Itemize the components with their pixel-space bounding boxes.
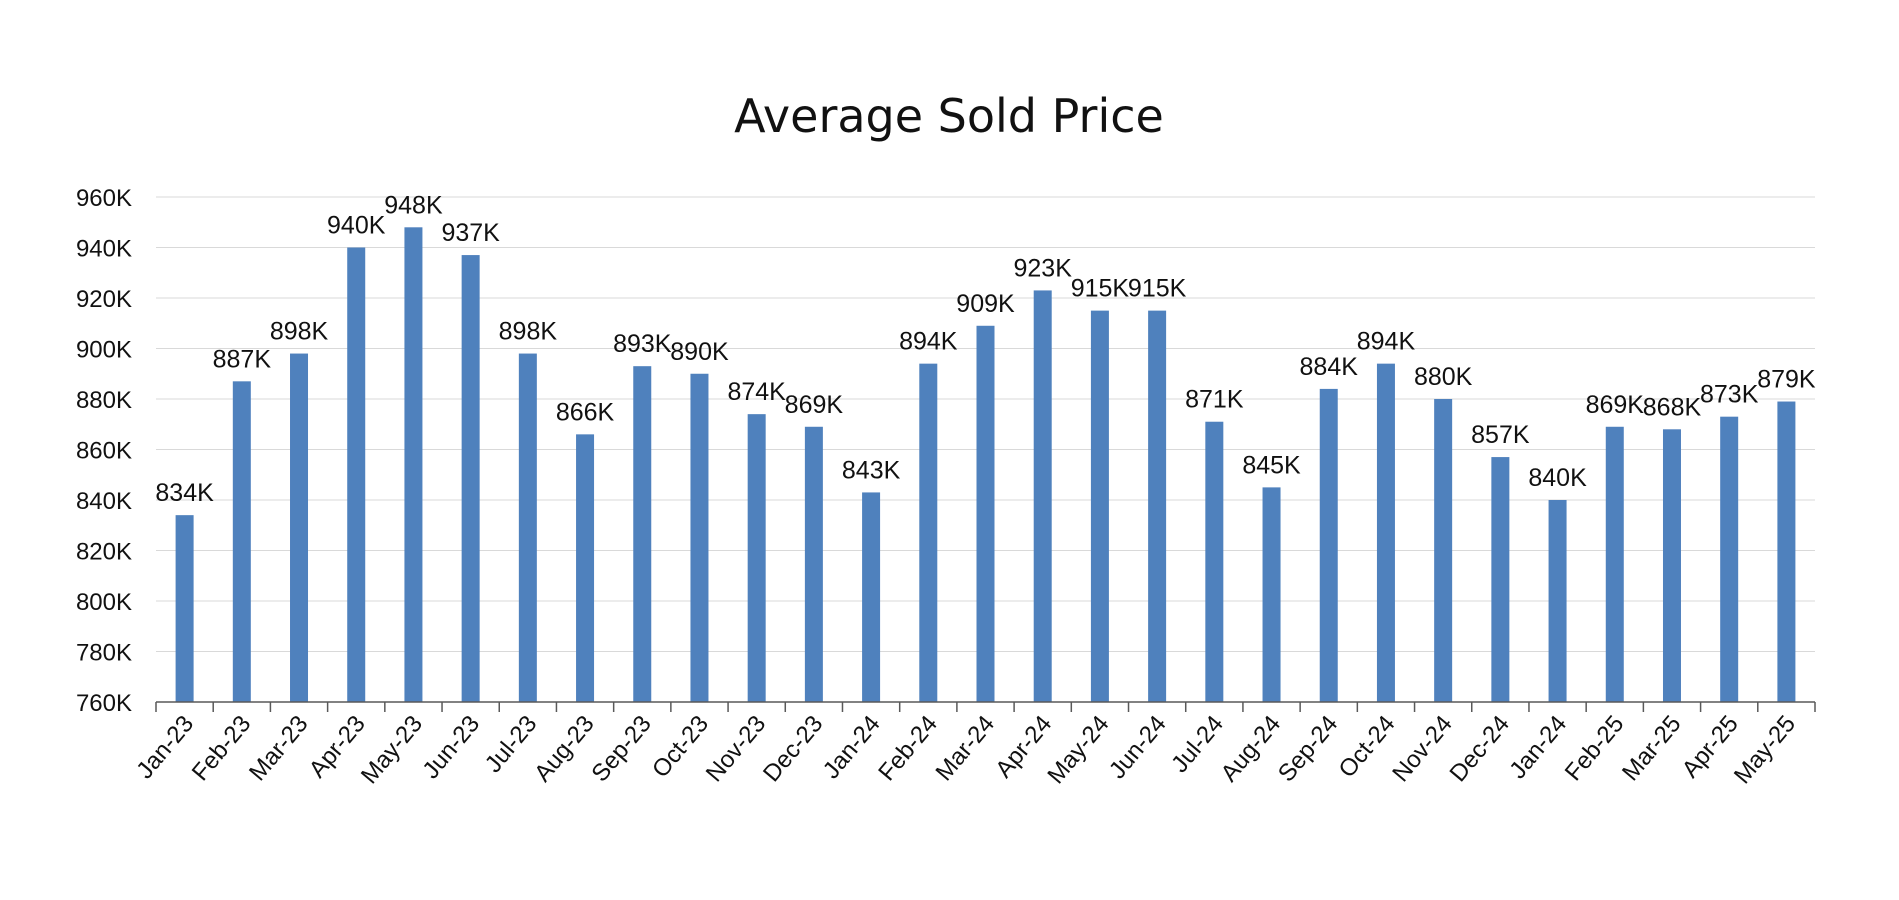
data-label: 868K xyxy=(1643,393,1702,421)
bar xyxy=(290,353,309,702)
data-label: 923K xyxy=(1014,254,1073,282)
x-tick-label: May-23 xyxy=(356,711,428,790)
bar xyxy=(175,515,194,702)
bar xyxy=(461,255,480,702)
chart-title: Average Sold Price xyxy=(734,89,1164,143)
bar xyxy=(1148,310,1167,702)
y-tick-label: 900K xyxy=(76,337,132,364)
bar xyxy=(1491,457,1510,702)
data-label: 834K xyxy=(155,479,214,507)
data-label: 894K xyxy=(899,328,958,356)
bar xyxy=(1033,290,1052,702)
bar xyxy=(1662,429,1681,702)
y-tick-label: 820K xyxy=(76,539,132,566)
x-tick-label: Jun-23 xyxy=(417,711,485,785)
data-label: 948K xyxy=(384,191,443,219)
bar xyxy=(1548,500,1567,702)
x-tick-label: Dec-24 xyxy=(1445,711,1515,788)
x-tick-label: Dec-23 xyxy=(758,711,828,788)
data-label: 866K xyxy=(556,398,615,426)
data-label: 857K xyxy=(1471,421,1530,449)
x-tick-label: Jan-23 xyxy=(131,711,199,785)
data-labels: 834K887K898K940K948K937K898K866K893K890K… xyxy=(155,191,1816,507)
data-label: 937K xyxy=(441,219,500,247)
data-label: 893K xyxy=(613,330,672,358)
data-label: 879K xyxy=(1757,366,1816,394)
data-label: 940K xyxy=(327,212,386,240)
x-tick-label: Aug-23 xyxy=(529,711,599,788)
data-label: 874K xyxy=(727,378,786,406)
y-tick-label: 860K xyxy=(76,438,132,465)
bar xyxy=(919,363,938,702)
bar xyxy=(1205,421,1224,702)
x-tick-label: Jun-24 xyxy=(1104,711,1172,785)
bar xyxy=(747,414,766,702)
x-tick-label: Nov-24 xyxy=(1387,711,1457,788)
data-label: 869K xyxy=(1586,391,1645,419)
x-tick-label: Sep-24 xyxy=(1273,711,1343,788)
data-label: 915K xyxy=(1071,275,1130,303)
x-tick-label: Mar-24 xyxy=(931,711,1001,787)
y-tick-label: 780K xyxy=(76,640,132,667)
x-tick-label: Mar-23 xyxy=(244,711,314,787)
data-label: 843K xyxy=(842,456,901,484)
y-tick-label: 840K xyxy=(76,488,132,515)
x-tick-label: Sep-23 xyxy=(586,711,656,788)
y-tick-label: 960K xyxy=(76,185,132,212)
bar xyxy=(690,373,709,702)
y-tick-label: 940K xyxy=(76,236,132,263)
data-label: 898K xyxy=(270,318,329,346)
y-axis-tick-labels: 760K 780K 800K 820K 840K 860K 880K 900K 920K 940K… xyxy=(76,185,132,717)
y-tick-label: 760K xyxy=(76,690,132,717)
bar xyxy=(804,426,823,702)
data-label: 869K xyxy=(785,391,844,419)
x-tick-label: Feb-23 xyxy=(187,711,257,787)
x-tick-label: Jan-24 xyxy=(1504,711,1572,785)
bar xyxy=(232,381,251,702)
x-axis-tick-labels: Jan-23Feb-23Mar-23Apr-23May-23Jun-23Jul-… xyxy=(131,711,1801,790)
bar xyxy=(1319,388,1338,702)
bar xyxy=(862,492,881,702)
bar xyxy=(1605,426,1624,702)
data-label: 890K xyxy=(670,338,729,366)
data-label: 884K xyxy=(1300,353,1359,381)
bar xyxy=(1777,401,1796,702)
bar xyxy=(1376,363,1395,702)
bar xyxy=(576,434,595,702)
x-tick-label: Feb-25 xyxy=(1560,711,1630,787)
bar xyxy=(633,366,652,702)
x-tick-label: Aug-24 xyxy=(1216,711,1286,788)
x-axis xyxy=(155,701,1816,712)
data-label: 887K xyxy=(213,345,272,373)
bar xyxy=(1434,399,1453,702)
bar xyxy=(976,325,995,702)
data-label: 845K xyxy=(1242,451,1301,479)
bar xyxy=(1262,487,1281,702)
data-label: 840K xyxy=(1528,464,1587,492)
bar xyxy=(1090,310,1109,702)
bars xyxy=(175,227,1796,703)
data-label: 873K xyxy=(1700,381,1759,409)
y-tick-label: 920K xyxy=(76,286,132,313)
y-tick-label: 880K xyxy=(76,387,132,414)
x-tick-label: Jan-24 xyxy=(818,711,886,785)
data-label: 898K xyxy=(499,318,558,346)
bar xyxy=(347,247,366,702)
data-label: 894K xyxy=(1357,328,1416,356)
bar xyxy=(404,227,423,703)
bar xyxy=(518,353,537,702)
data-label: 880K xyxy=(1414,363,1473,391)
x-tick-label: May-25 xyxy=(1729,711,1801,790)
data-label: 909K xyxy=(956,290,1015,318)
data-label: 915K xyxy=(1128,275,1187,303)
y-tick-label: 800K xyxy=(76,589,132,616)
x-tick-label: Mar-25 xyxy=(1617,711,1687,787)
x-tick-label: Feb-24 xyxy=(873,711,943,787)
x-tick-label: May-24 xyxy=(1042,711,1114,790)
data-label: 871K xyxy=(1185,386,1244,414)
x-tick-label: Nov-23 xyxy=(701,711,771,788)
bar xyxy=(1720,416,1739,702)
